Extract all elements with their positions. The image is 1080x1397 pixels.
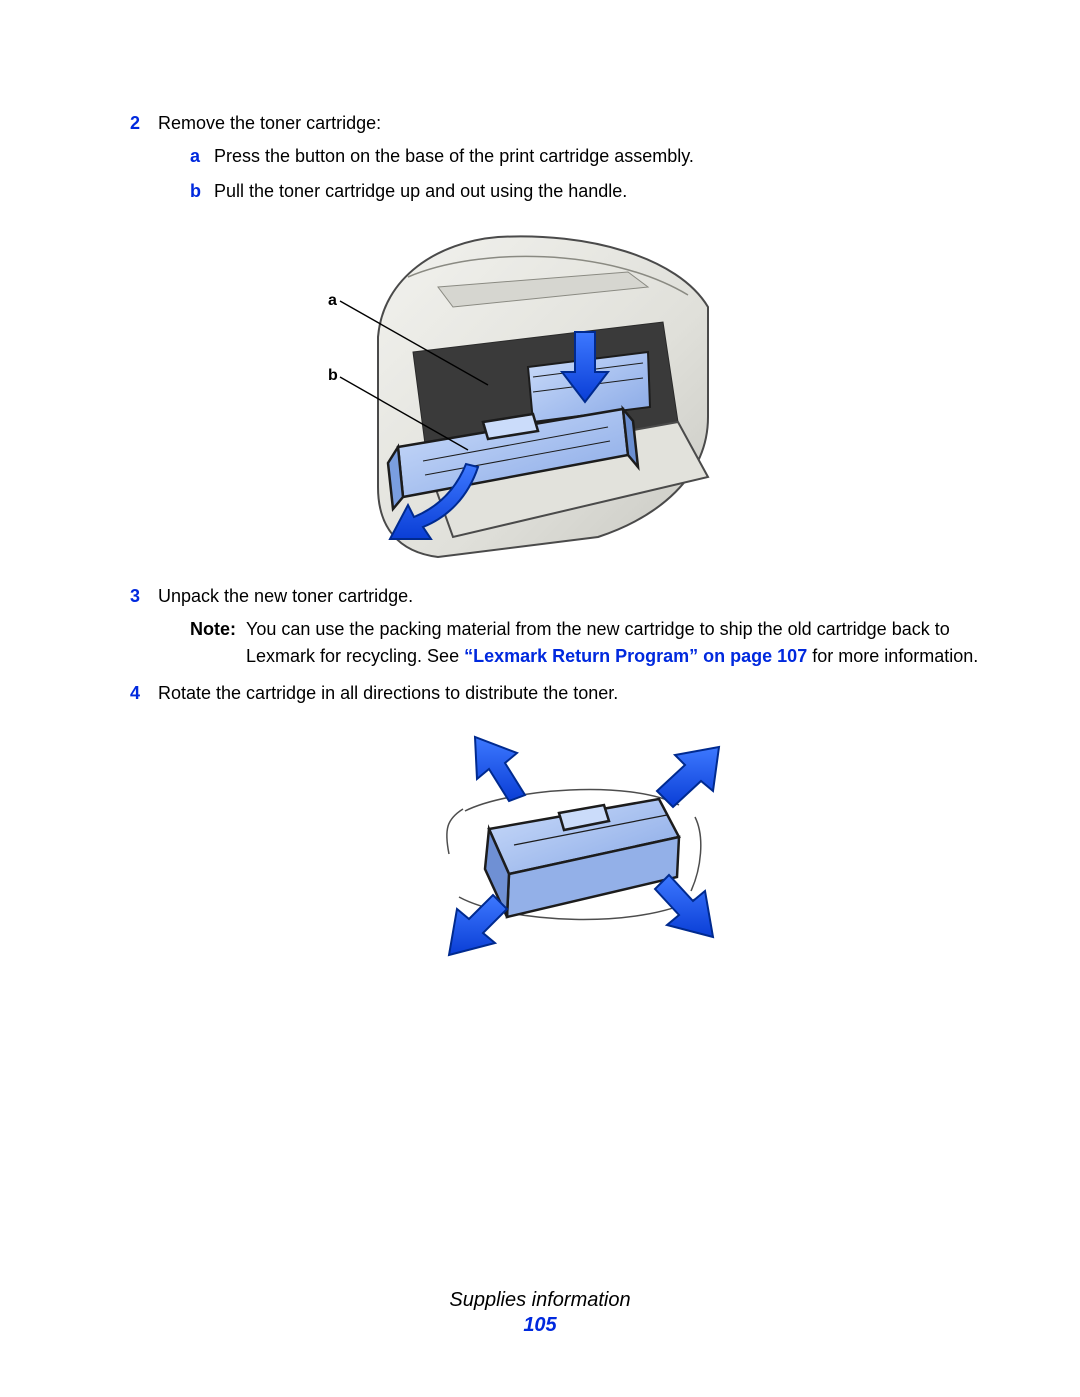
substep-letter: b <box>190 178 201 205</box>
cartridge-rotate-icon <box>379 719 759 979</box>
substep-text: Press the button on the base of the prin… <box>214 146 694 166</box>
substep-b: b Pull the toner cartridge up and out us… <box>190 178 980 205</box>
illustration-printer: a b <box>278 217 748 567</box>
footer-section-title: Supplies information <box>0 1289 1080 1312</box>
step-number: 4 <box>130 680 140 707</box>
note-label: Note: <box>190 619 236 639</box>
cross-reference-link[interactable]: “Lexmark Return Program” on page 107 <box>464 646 807 666</box>
step-text: Remove the toner cartridge: <box>158 113 381 133</box>
printer-diagram-icon: a b <box>278 217 748 567</box>
note-block: Note: You can use the packing material f… <box>190 616 980 670</box>
step-3: 3 Unpack the new toner cartridge. Note: … <box>130 583 980 670</box>
document-page: 2 Remove the toner cartridge: a Press th… <box>0 0 1080 1397</box>
substep-list: a Press the button on the base of the pr… <box>190 143 980 205</box>
diagram-label-b: b <box>328 367 338 384</box>
illustration-rotate <box>379 719 759 979</box>
footer-page-number: 105 <box>0 1314 1080 1337</box>
substep-text: Pull the toner cartridge up and out usin… <box>214 181 627 201</box>
substep-letter: a <box>190 143 200 170</box>
step-text: Rotate the cartridge in all directions t… <box>158 683 618 703</box>
step-number: 3 <box>130 583 140 610</box>
page-footer: Supplies information 105 <box>0 1289 1080 1337</box>
step-4: 4 Rotate the cartridge in all directions… <box>130 680 980 979</box>
note-post-text: for more information. <box>807 646 978 666</box>
step-number: 2 <box>130 110 140 137</box>
substep-a: a Press the button on the base of the pr… <box>190 143 980 170</box>
step-text: Unpack the new toner cartridge. <box>158 586 413 606</box>
step-2: 2 Remove the toner cartridge: a Press th… <box>130 110 980 567</box>
diagram-label-a: a <box>328 292 337 309</box>
step-list: 2 Remove the toner cartridge: a Press th… <box>130 110 980 979</box>
